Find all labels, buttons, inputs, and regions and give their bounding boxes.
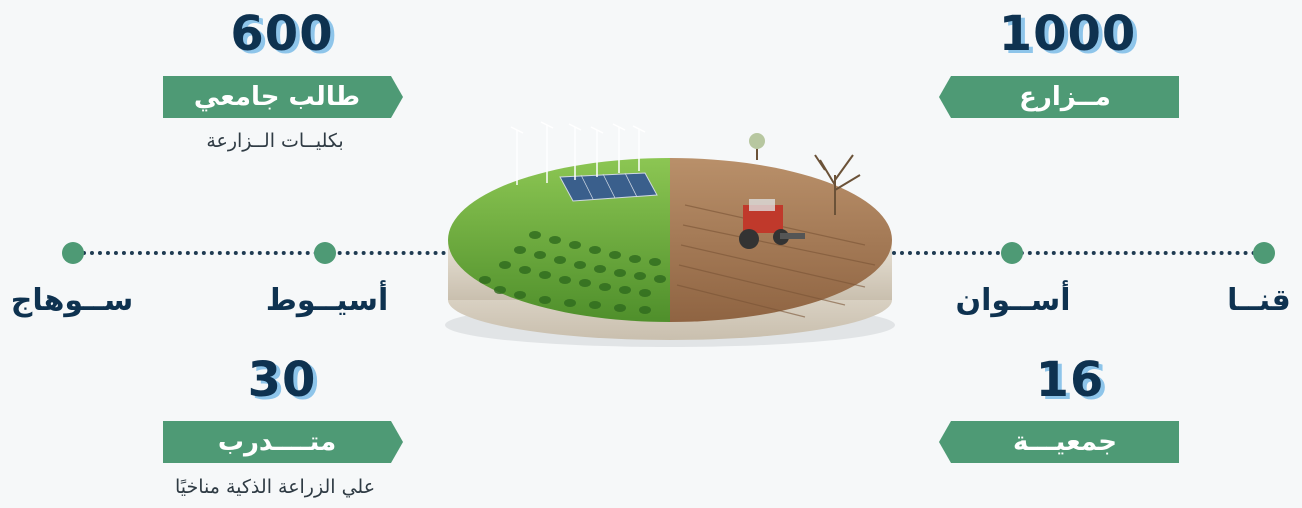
ribbon-arrow-icon <box>391 76 403 118</box>
students-subtext: بكليــات الــزارعة <box>206 130 344 152</box>
city-assiut: أسيــوط <box>265 283 389 318</box>
farmers-ribbon: مــزارع <box>939 76 1179 118</box>
associations-count: 16 <box>1035 352 1105 408</box>
farmers-count: 1000 <box>998 6 1137 62</box>
tractor-icon <box>739 199 805 249</box>
trainees-label: متــــدرب <box>217 427 337 457</box>
students-ribbon: طالب جامعي <box>163 76 403 118</box>
qena-marker-icon <box>1253 242 1275 264</box>
ribbon-arrow-icon <box>939 76 951 118</box>
associations-ribbon: جمعيـــة <box>939 421 1179 463</box>
trainees-subtext: علي الزراعة الذكية مناخيًا <box>174 476 376 498</box>
sohag-marker-icon <box>62 242 84 264</box>
trainees-count: 30 <box>247 352 317 408</box>
ribbon-arrow-icon <box>939 421 951 463</box>
city-aswan: أســوان <box>955 283 1071 318</box>
trainees-ribbon: متــــدرب <box>163 421 403 463</box>
solar-panel-icon <box>559 172 658 202</box>
city-qena: قنــا <box>1227 283 1291 318</box>
aswan-marker-icon <box>1001 242 1023 264</box>
ribbon-arrow-icon <box>391 421 403 463</box>
small-tree-icon <box>749 133 765 160</box>
city-sohag: ســوهاج <box>10 283 134 318</box>
right-connector-line <box>892 251 1264 255</box>
associations-label: جمعيـــة <box>1013 427 1117 457</box>
farmers-label: مــزارع <box>1019 82 1111 112</box>
left-connector-line <box>74 251 446 255</box>
students-label: طالب جامعي <box>193 82 361 112</box>
wind-turbine-icon <box>510 121 646 185</box>
students-count: 600 <box>230 6 334 62</box>
bare-tree-icon <box>814 154 861 215</box>
assiut-marker-icon <box>314 242 336 264</box>
farm-disc-illustration-icon <box>445 121 895 347</box>
